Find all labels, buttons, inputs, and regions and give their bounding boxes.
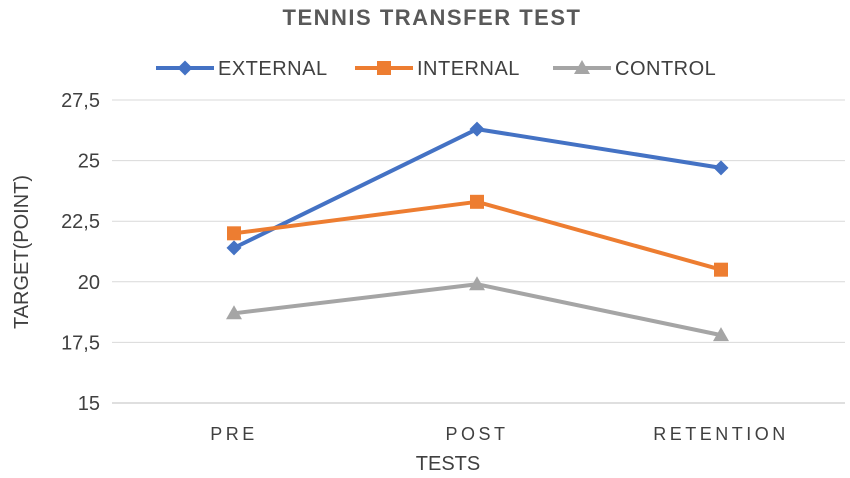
- data-point: [713, 160, 729, 176]
- x-tick-label: PRE: [210, 424, 258, 444]
- data-point: [226, 240, 242, 256]
- data-point: [226, 305, 242, 320]
- y-tick-label: 15: [78, 393, 100, 415]
- data-point: [469, 276, 485, 291]
- data-point: [713, 327, 729, 342]
- data-point: [470, 194, 484, 209]
- data-point: [469, 121, 485, 137]
- legend-swatch-marker: [574, 60, 590, 74]
- data-point: [227, 226, 241, 241]
- series-group: [226, 121, 729, 342]
- data-point: [714, 262, 728, 277]
- series-line: [232, 282, 723, 338]
- y-tick-label: 27,5: [61, 90, 100, 112]
- series-internal: [227, 194, 728, 277]
- chart-title: TENNIS TRANSFER TEST: [283, 5, 582, 30]
- legend-item-internal: INTERNAL: [355, 58, 520, 80]
- y-axis-label: TARGET(POINT): [11, 175, 33, 329]
- legend-label: CONTROL: [615, 58, 716, 80]
- x-axis-label: TESTS: [416, 453, 480, 475]
- x-tick-label: POST: [445, 424, 508, 444]
- y-axis-ticks: 15 17,5 20 22,5 25 27,5: [61, 90, 100, 415]
- y-tick-label: 25: [78, 151, 100, 173]
- legend-item-control: CONTROL: [553, 58, 716, 80]
- y-tick-label: 20: [78, 272, 100, 294]
- legend-swatch-marker: [177, 60, 193, 76]
- y-tick-label: 22,5: [61, 211, 100, 233]
- x-axis-ticks: PRE POST RETENTION: [210, 424, 789, 444]
- legend: EXTERNAL INTERNAL CONTROL: [156, 58, 716, 80]
- legend-label: EXTERNAL: [218, 58, 328, 80]
- series-line: [232, 127, 723, 250]
- series-external: [226, 121, 729, 256]
- y-tick-label: 17,5: [61, 332, 100, 354]
- series-control: [226, 276, 729, 342]
- legend-swatch-marker: [377, 61, 391, 75]
- legend-label: INTERNAL: [417, 58, 520, 80]
- legend-item-external: EXTERNAL: [156, 58, 328, 80]
- x-tick-label: RETENTION: [653, 424, 789, 444]
- gridlines: [112, 99, 845, 404]
